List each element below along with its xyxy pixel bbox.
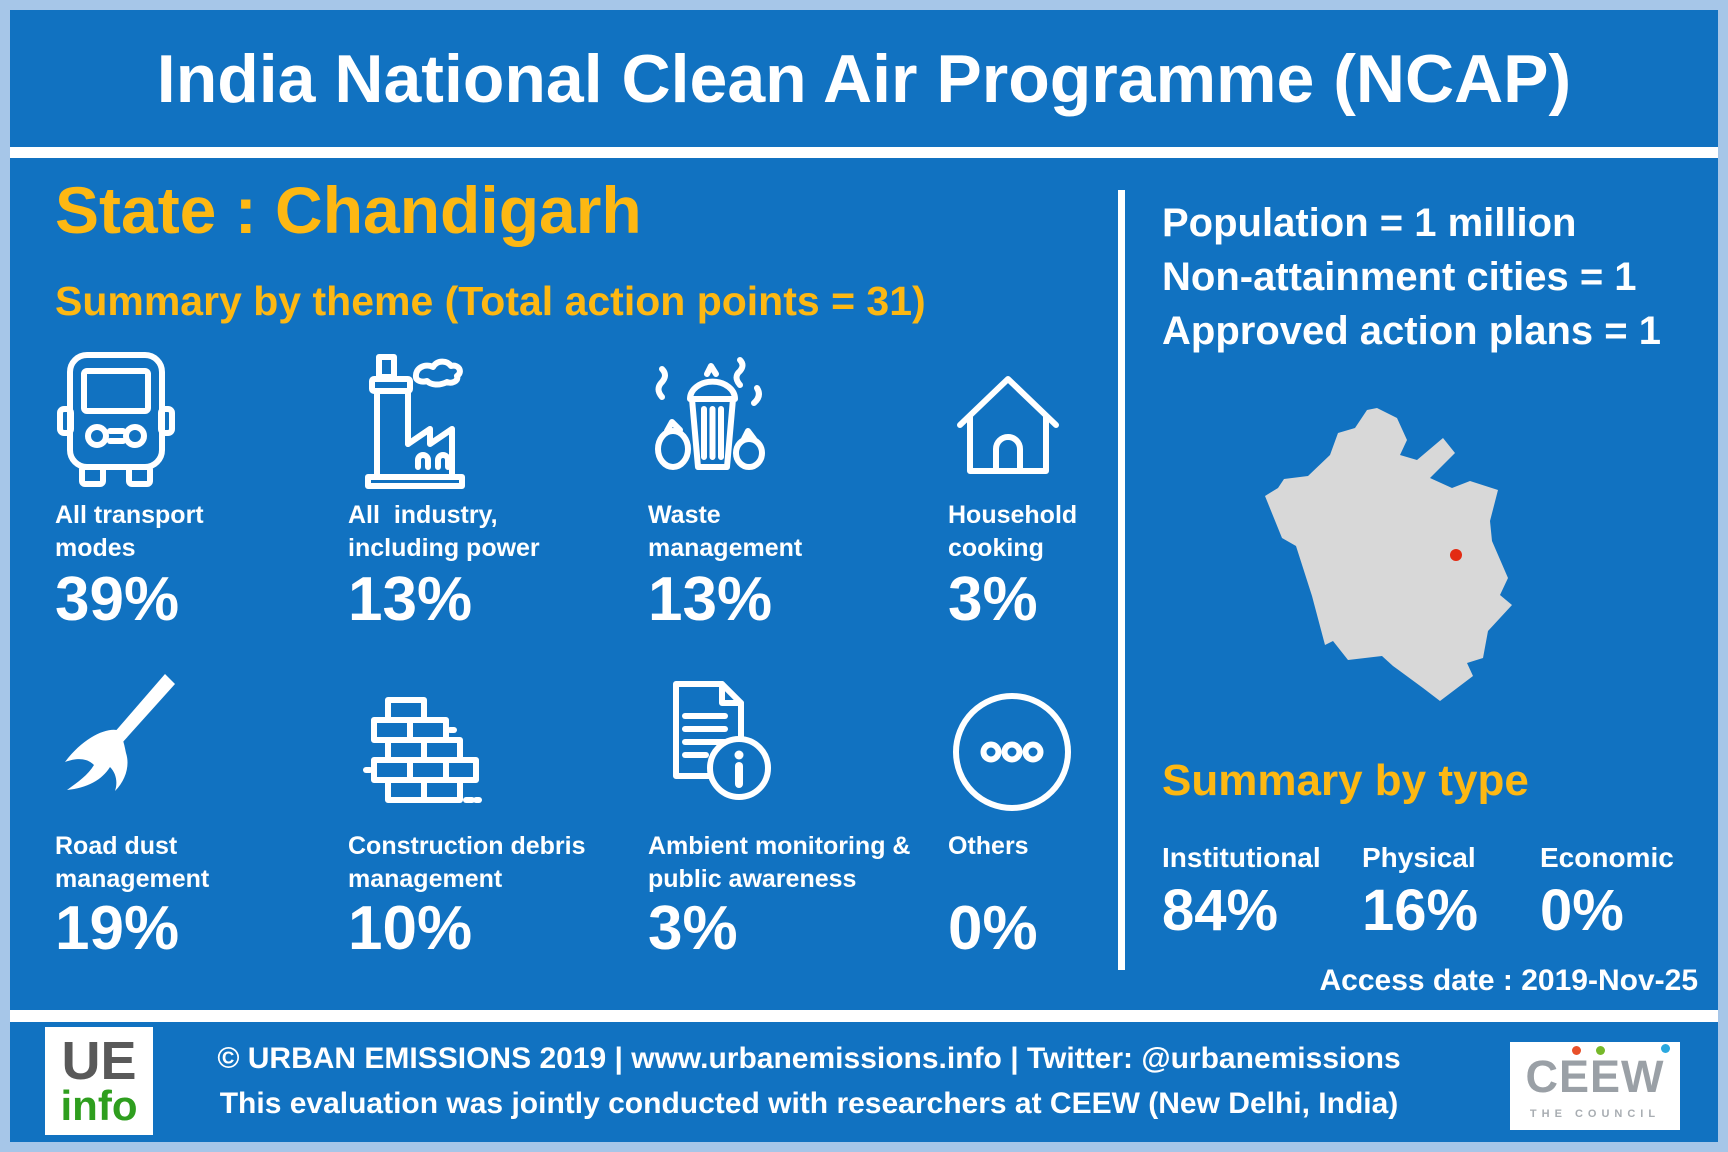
header-band	[10, 10, 1718, 147]
theme-value: 19%	[55, 894, 180, 963]
document-info-icon	[648, 658, 943, 816]
dots-circle-icon	[948, 658, 1243, 816]
type-label: Economic	[1540, 842, 1674, 873]
theme-value: 0%	[948, 894, 1038, 963]
ceew-logo-text: CEEW	[1525, 1051, 1665, 1102]
type-value: 84%	[1162, 878, 1279, 943]
theme-card-construction: Construction debris management 10%	[348, 658, 643, 960]
theme-value: 39%	[55, 565, 180, 634]
ceew-logo: CEEW THE COUNCIL	[1510, 1042, 1680, 1130]
non-attainment-stat: Non-attainment cities = 1	[1162, 255, 1637, 299]
type-item-economic: Economic 0%	[1540, 842, 1710, 940]
ue-logo-info-text: info	[60, 1082, 138, 1129]
state-title: State : Chandigarh	[55, 173, 642, 247]
type-item-institutional: Institutional 84%	[1162, 842, 1362, 940]
type-label: Institutional	[1162, 842, 1321, 873]
state-map	[1225, 398, 1570, 716]
factory-icon	[348, 335, 643, 493]
theme-label: Household cooking	[948, 501, 1078, 562]
type-value: 16%	[1362, 878, 1479, 943]
house-icon	[948, 335, 1243, 493]
ceew-orange-dot	[1572, 1046, 1581, 1055]
theme-label: All industry, including power	[348, 501, 540, 562]
theme-value: 3%	[648, 894, 738, 963]
state-boundary	[1265, 408, 1512, 701]
theme-value: 13%	[648, 565, 773, 634]
type-label: Physical	[1362, 842, 1476, 873]
copyright-line: © URBAN EMISSIONS 2019 | www.urbanemissi…	[217, 1042, 1401, 1075]
type-item-physical: Physical 16%	[1362, 842, 1532, 940]
ceew-blue-dot	[1661, 1044, 1670, 1053]
theme-label: Construction debris management	[348, 832, 586, 893]
theme-card-road-dust: Road dust management 19%	[55, 658, 350, 960]
state-stats: Population = 1 million Non-attainment ci…	[1162, 196, 1661, 358]
access-date: Access date : 2019-Nov-25	[1319, 964, 1698, 997]
theme-card-waste: Waste management 13%	[648, 335, 943, 631]
ue-info-logo: UE info	[45, 1027, 153, 1135]
footer-separator	[10, 1010, 1718, 1022]
ceew-tagline: THE COUNCIL	[1529, 1108, 1661, 1120]
population-stat: Population = 1 million	[1162, 201, 1577, 245]
vertical-divider	[1118, 190, 1125, 970]
theme-label: Others	[948, 832, 1029, 860]
type-value: 0%	[1540, 878, 1624, 943]
footer-band	[10, 1022, 1718, 1142]
theme-card-industry: All industry, including power 13%	[348, 335, 643, 631]
type-summary-title: Summary by type	[1162, 756, 1529, 805]
theme-summary-subtitle: Summary by theme (Total action points = …	[55, 278, 926, 324]
header-separator	[10, 147, 1718, 158]
theme-card-transport: All transport modes 39%	[55, 335, 350, 631]
page-title: India National Clean Air Programme (NCAP…	[156, 40, 1572, 117]
brick-wall-icon	[348, 658, 643, 816]
theme-value: 13%	[348, 565, 473, 634]
theme-card-others: Others 0%	[948, 658, 1243, 960]
bus-icon	[55, 335, 350, 493]
theme-card-monitoring: Ambient monitoring & public awareness 3%	[648, 658, 943, 960]
theme-label: All transport modes	[55, 501, 204, 562]
ue-logo-text: UE	[61, 1031, 137, 1091]
broom-icon	[55, 658, 350, 816]
theme-label: Ambient monitoring & public awareness	[648, 832, 911, 893]
theme-label: Road dust management	[55, 832, 210, 893]
action-plans-stat: Approved action plans = 1	[1162, 309, 1662, 353]
theme-label: Waste management	[648, 501, 803, 562]
theme-value: 3%	[948, 565, 1038, 634]
theme-card-household: Household cooking 3%	[948, 335, 1243, 631]
footer-credits: © URBAN EMISSIONS 2019 | www.urbanemissi…	[170, 1036, 1448, 1126]
ceew-green-dot	[1596, 1046, 1605, 1055]
collaboration-line: This evaluation was jointly conducted wi…	[219, 1087, 1399, 1120]
theme-value: 10%	[348, 894, 473, 963]
waste-bags-icon	[648, 335, 943, 493]
city-marker	[1450, 549, 1462, 561]
